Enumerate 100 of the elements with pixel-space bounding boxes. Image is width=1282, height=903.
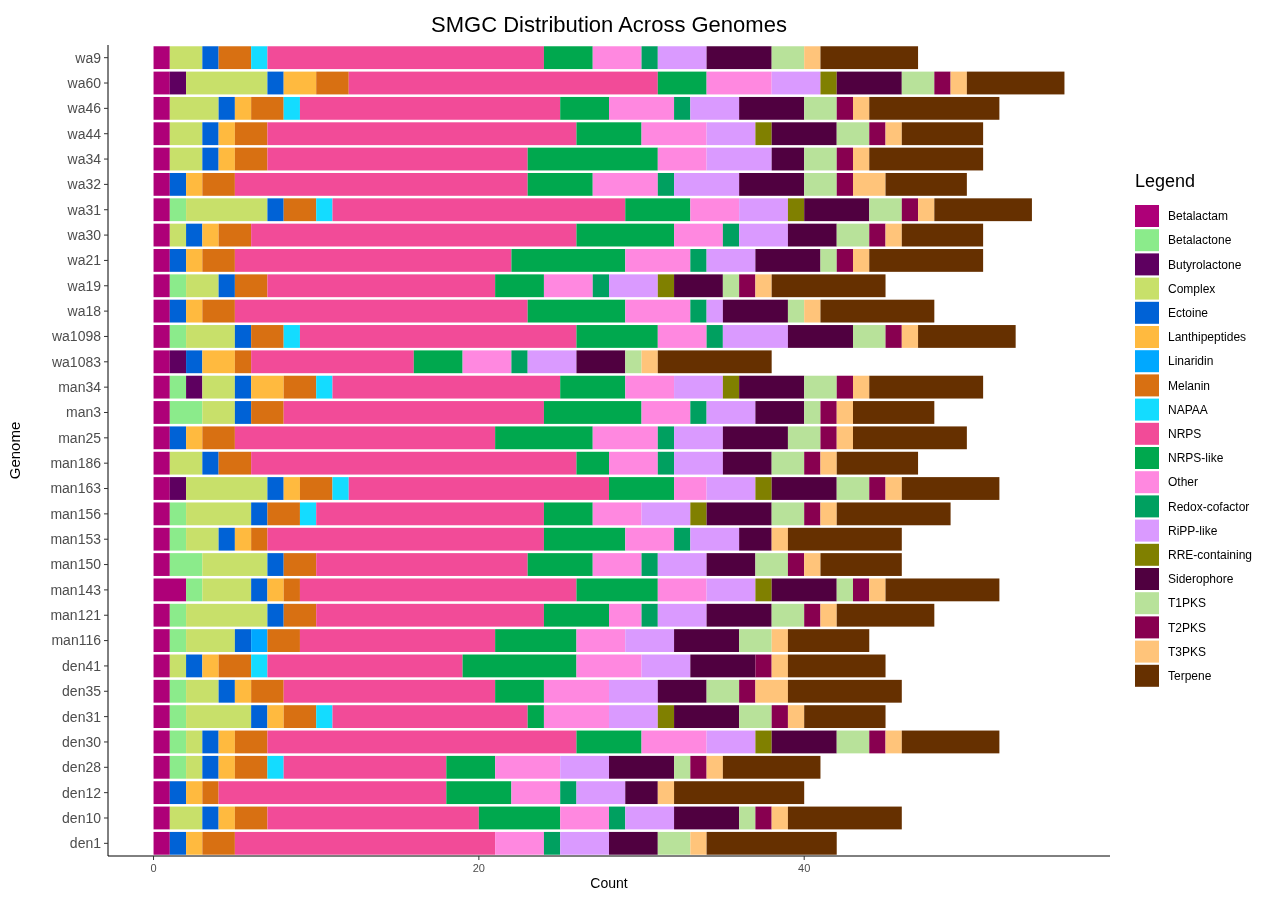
- bar: [251, 46, 268, 70]
- bar: [267, 730, 577, 754]
- bar: [609, 705, 658, 729]
- bar: [852, 325, 886, 348]
- bar: [739, 172, 805, 196]
- bar: [186, 629, 235, 652]
- bar: [836, 603, 935, 627]
- bar: [560, 831, 609, 855]
- bar: [234, 122, 268, 146]
- bar: [543, 274, 593, 298]
- bar: [901, 71, 935, 95]
- bar: [755, 401, 805, 424]
- bar: [169, 477, 187, 500]
- bar: [234, 755, 268, 779]
- bar: [609, 806, 626, 830]
- bar: [218, 274, 235, 298]
- bar: [657, 426, 675, 450]
- bar: [674, 705, 740, 729]
- bar: [706, 477, 756, 500]
- bar: [283, 755, 447, 779]
- bar: [771, 629, 788, 652]
- bar: [592, 553, 642, 576]
- bar: [234, 96, 252, 120]
- bar: [202, 299, 235, 323]
- legend-label: Other: [1168, 475, 1199, 490]
- bar: [267, 553, 284, 576]
- y-tick-label: man25: [58, 429, 102, 446]
- bar: [706, 755, 723, 779]
- bar: [543, 401, 642, 424]
- bar: [674, 223, 723, 247]
- bar: [218, 46, 252, 70]
- bar: [169, 755, 187, 779]
- bar: [674, 426, 723, 450]
- bar: [674, 274, 723, 298]
- bar: [820, 401, 837, 424]
- bar: [283, 96, 300, 120]
- bar: [641, 654, 691, 678]
- bar: [657, 553, 707, 576]
- bar: [901, 198, 919, 222]
- y-tick-label: den31: [62, 708, 102, 725]
- bar: [820, 603, 837, 627]
- bar: [283, 477, 300, 500]
- legend-label: Betalactam: [1168, 209, 1229, 224]
- bar: [186, 781, 203, 805]
- legend-label: Complex: [1168, 281, 1216, 296]
- bar: [706, 831, 837, 855]
- legend-label: Redox-cofactor: [1168, 499, 1250, 514]
- y-tick-label: man116: [51, 632, 102, 649]
- bar: [836, 147, 853, 171]
- bar: [771, 46, 805, 70]
- bar: [234, 831, 496, 855]
- bar: [251, 325, 284, 348]
- bar: [495, 831, 544, 855]
- bar: [576, 451, 609, 475]
- bar: [332, 477, 349, 500]
- bar: [771, 603, 805, 627]
- bar: [625, 249, 691, 272]
- bar: [739, 274, 756, 298]
- bar: [543, 46, 593, 70]
- bar: [283, 705, 317, 729]
- bar: [332, 375, 561, 399]
- bar: [316, 705, 333, 729]
- bar: [267, 274, 496, 298]
- bar: [283, 553, 317, 576]
- bar: [169, 350, 187, 374]
- bar: [153, 629, 170, 652]
- bar: [186, 578, 203, 602]
- bar: [169, 806, 203, 830]
- legend-label: Siderophore: [1168, 572, 1234, 587]
- bar: [186, 325, 235, 348]
- bar: [234, 527, 252, 551]
- bar: [234, 274, 268, 298]
- bar: [186, 172, 203, 196]
- bar: [153, 654, 170, 678]
- bar: [560, 781, 577, 805]
- bar: [495, 679, 544, 703]
- bar: [836, 477, 870, 500]
- bar: [543, 831, 561, 855]
- bar: [153, 527, 170, 551]
- bar: [153, 274, 170, 298]
- bar: [771, 274, 886, 298]
- bar: [852, 401, 935, 424]
- bar: [771, 122, 837, 146]
- bar: [820, 451, 837, 475]
- bar: [804, 401, 821, 424]
- bar: [560, 375, 626, 399]
- bar: [804, 451, 821, 475]
- bar: [869, 122, 886, 146]
- bar: [787, 705, 805, 729]
- bar: [169, 198, 187, 222]
- bar: [869, 249, 984, 272]
- bar: [186, 249, 203, 272]
- legend-label: T3PKS: [1168, 644, 1207, 659]
- bar: [251, 375, 284, 399]
- bar: [543, 679, 609, 703]
- bar: [153, 172, 170, 196]
- bar: [787, 426, 821, 450]
- bar: [153, 603, 170, 627]
- bar: [234, 679, 252, 703]
- chart-title: SMGC Distribution Across Genomes: [431, 12, 787, 37]
